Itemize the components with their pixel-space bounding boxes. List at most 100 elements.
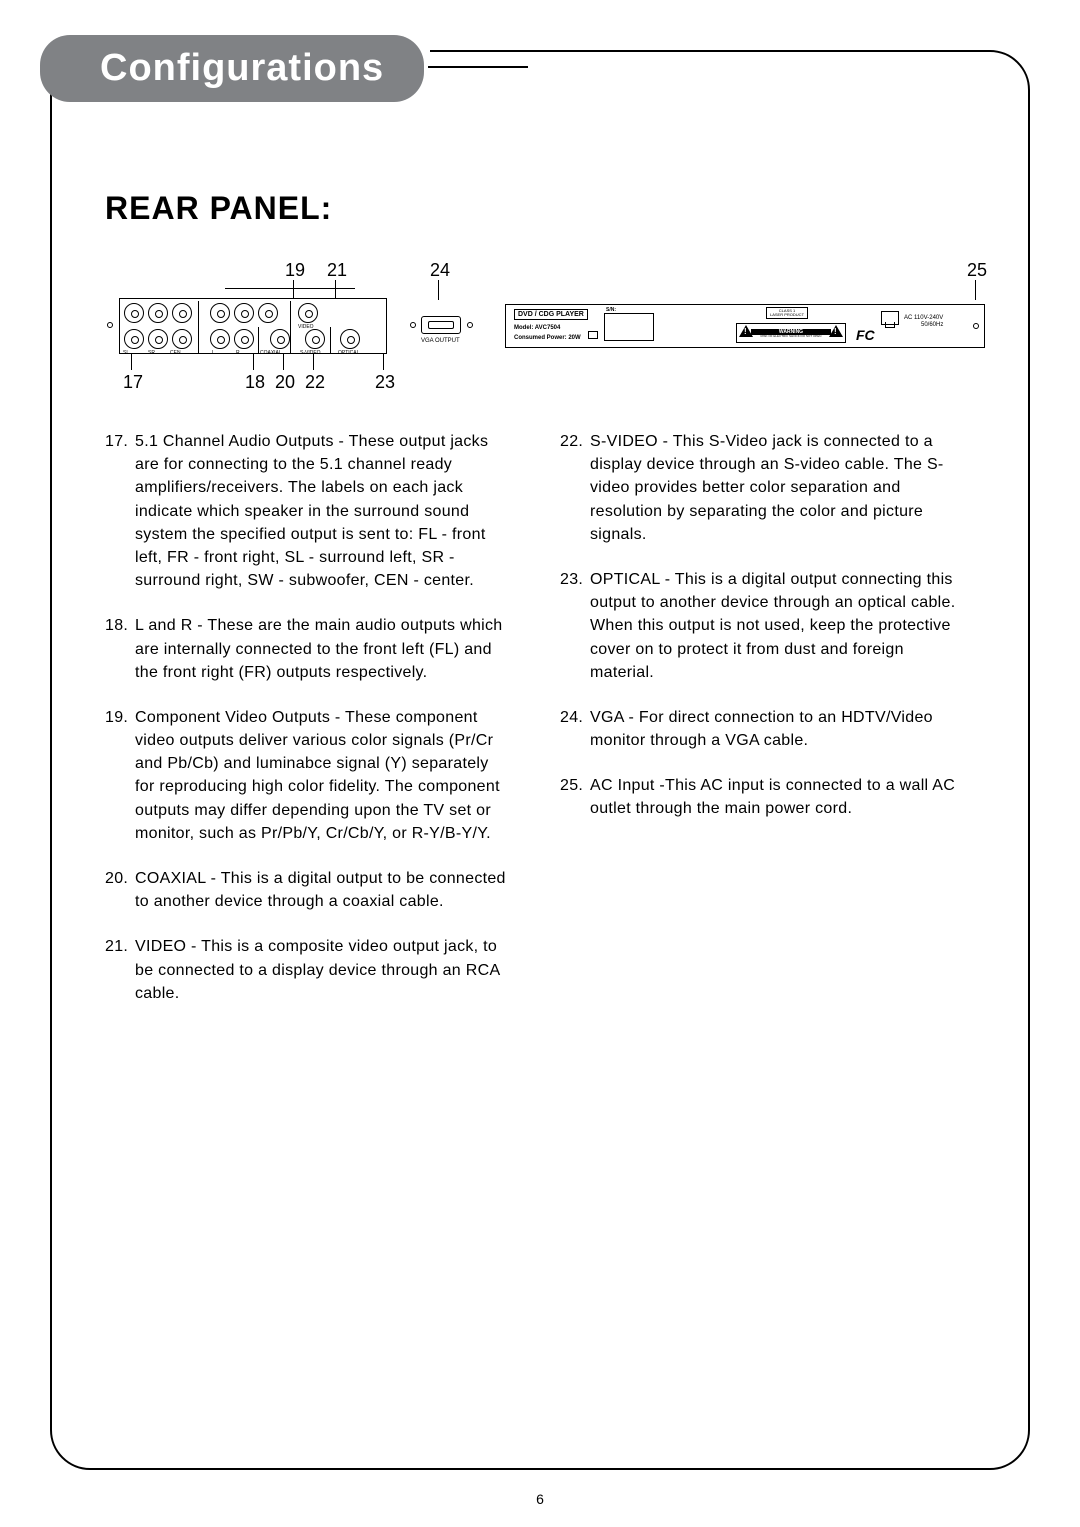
callout-line (283, 352, 284, 370)
list-item: 17.5.1 Channel Audio Outputs - These out… (105, 430, 520, 592)
divider (330, 327, 331, 353)
list-item: 23.OPTICAL - This is a digital output co… (560, 568, 975, 684)
lbl-svid: S-VIDEO (300, 350, 321, 356)
callout-number: 21 (327, 260, 347, 281)
ac-label: AC 110V-240V (904, 315, 943, 321)
divider (258, 327, 259, 353)
jack-fl (124, 303, 144, 323)
item-number: 24. (560, 706, 590, 752)
item-text: COAXIAL - This is a digital output to be… (135, 867, 520, 913)
callout-line (335, 280, 336, 300)
callout-bracket (225, 288, 355, 289)
hz-label: 50/60Hz (921, 322, 943, 328)
callout-line (253, 352, 254, 370)
title-tab: Configurations (40, 35, 424, 102)
warning-box: WARNING RISK OF ELECTRIC SHOCK DO NOT OP… (736, 323, 846, 343)
right-column: 22.S-VIDEO - This S-Video jack is connec… (560, 430, 975, 1027)
lbl-video: VIDEO (298, 324, 314, 330)
warn-sub: RISK OF ELECTRIC SHOCK DO NOT OPEN (751, 335, 831, 338)
tab-connector-line (428, 66, 528, 68)
item-text: 5.1 Channel Audio Outputs - These output… (135, 430, 520, 592)
jack-panel-left: SL SR CEN L R COAXIAL S-VIDEO OPTICAL VI… (119, 298, 387, 354)
jack-sw (172, 303, 192, 323)
jack-optical (340, 329, 360, 349)
jack-r (234, 329, 254, 349)
item-number: 19. (105, 706, 135, 845)
item-text: AC Input -This AC input is connected to … (590, 774, 975, 820)
left-column: 17.5.1 Channel Audio Outputs - These out… (105, 430, 520, 1027)
callout-line (438, 280, 439, 300)
callout-number: 20 (275, 372, 295, 393)
jack-svideo (305, 329, 325, 349)
item-text: VIDEO - This is a composite video output… (135, 935, 520, 1005)
callout-line (975, 280, 976, 300)
page-title: Configurations (100, 47, 384, 89)
jack-sl (124, 329, 144, 349)
item-number: 23. (560, 568, 590, 684)
screw-icon (107, 322, 113, 328)
jack-cen (172, 329, 192, 349)
item-number: 25. (560, 774, 590, 820)
box-icon (588, 331, 598, 339)
list-item: 20.COAXIAL - This is a digital output to… (105, 867, 520, 913)
item-text: VGA - For direct connection to an HDTV/V… (590, 706, 975, 752)
lbl-r: R (236, 350, 240, 356)
model-label: Model: AVC7504 (514, 325, 560, 331)
section-heading: REAR PANEL: (105, 190, 332, 227)
list-item: 24.VGA - For direct connection to an HDT… (560, 706, 975, 752)
item-text: OPTICAL - This is a digital output conne… (590, 568, 975, 684)
callout-number: 23 (375, 372, 395, 393)
lbl-opt: OPTICAL (338, 350, 359, 356)
ac-socket (881, 311, 899, 325)
jack-pb (258, 303, 278, 323)
item-number: 17. (105, 430, 135, 592)
item-number: 21. (105, 935, 135, 1005)
sn-box (604, 313, 654, 341)
list-item: 21.VIDEO - This is a composite video out… (105, 935, 520, 1005)
screw-icon (410, 322, 416, 328)
warning-icon (739, 325, 753, 337)
callout-number: 25 (967, 260, 987, 281)
item-number: 20. (105, 867, 135, 913)
item-number: 18. (105, 614, 135, 684)
list-item: 25.AC Input -This AC input is connected … (560, 774, 975, 820)
callout-line (131, 352, 132, 370)
lbl-l: L (212, 350, 215, 356)
item-text: S-VIDEO - This S-Video jack is connected… (590, 430, 975, 546)
jack-video (298, 303, 318, 323)
jack-sr (148, 329, 168, 349)
callout-line (383, 352, 384, 370)
vga-label: VGA OUTPUT (421, 338, 460, 344)
item-text: L and R - These are the main audio outpu… (135, 614, 520, 684)
page-number: 6 (0, 1491, 1080, 1507)
laser: LASER PRODUCT (770, 312, 804, 317)
callout-number: 22 (305, 372, 325, 393)
callout-number: 17 (123, 372, 143, 393)
list-item: 22.S-VIDEO - This S-Video jack is connec… (560, 430, 975, 546)
info-panel: DVD / CDG PLAYER S/N: Model: AVC7504 Con… (505, 304, 985, 348)
vga-port (421, 316, 461, 334)
callout-number: 18 (245, 372, 265, 393)
lbl-sr: SR (148, 350, 155, 356)
player-label: DVD / CDG PLAYER (514, 309, 588, 320)
class1-box: CLASS 1 LASER PRODUCT (766, 307, 808, 319)
screw-icon (467, 322, 473, 328)
warning-icon (829, 325, 843, 337)
item-number: 22. (560, 430, 590, 546)
divider (198, 301, 199, 353)
jack-cr (234, 303, 254, 323)
jack-y (210, 303, 230, 323)
list-item: 18.L and R - These are the main audio ou… (105, 614, 520, 684)
item-text: Component Video Outputs - These componen… (135, 706, 520, 845)
callout-number: 19 (285, 260, 305, 281)
rear-panel-diagram: 19 21 24 25 17 18 20 22 23 SL SR CEN L R COAXIA… (105, 260, 985, 400)
callout-number: 24 (430, 260, 450, 281)
screw-icon (973, 323, 979, 329)
callout-line (293, 280, 294, 300)
jack-fr (148, 303, 168, 323)
content-columns: 17.5.1 Channel Audio Outputs - These out… (105, 430, 975, 1027)
jack-coax (270, 329, 290, 349)
lbl-cen: CEN (170, 350, 181, 356)
list-item: 19.Component Video Outputs - These compo… (105, 706, 520, 845)
divider (290, 301, 291, 353)
